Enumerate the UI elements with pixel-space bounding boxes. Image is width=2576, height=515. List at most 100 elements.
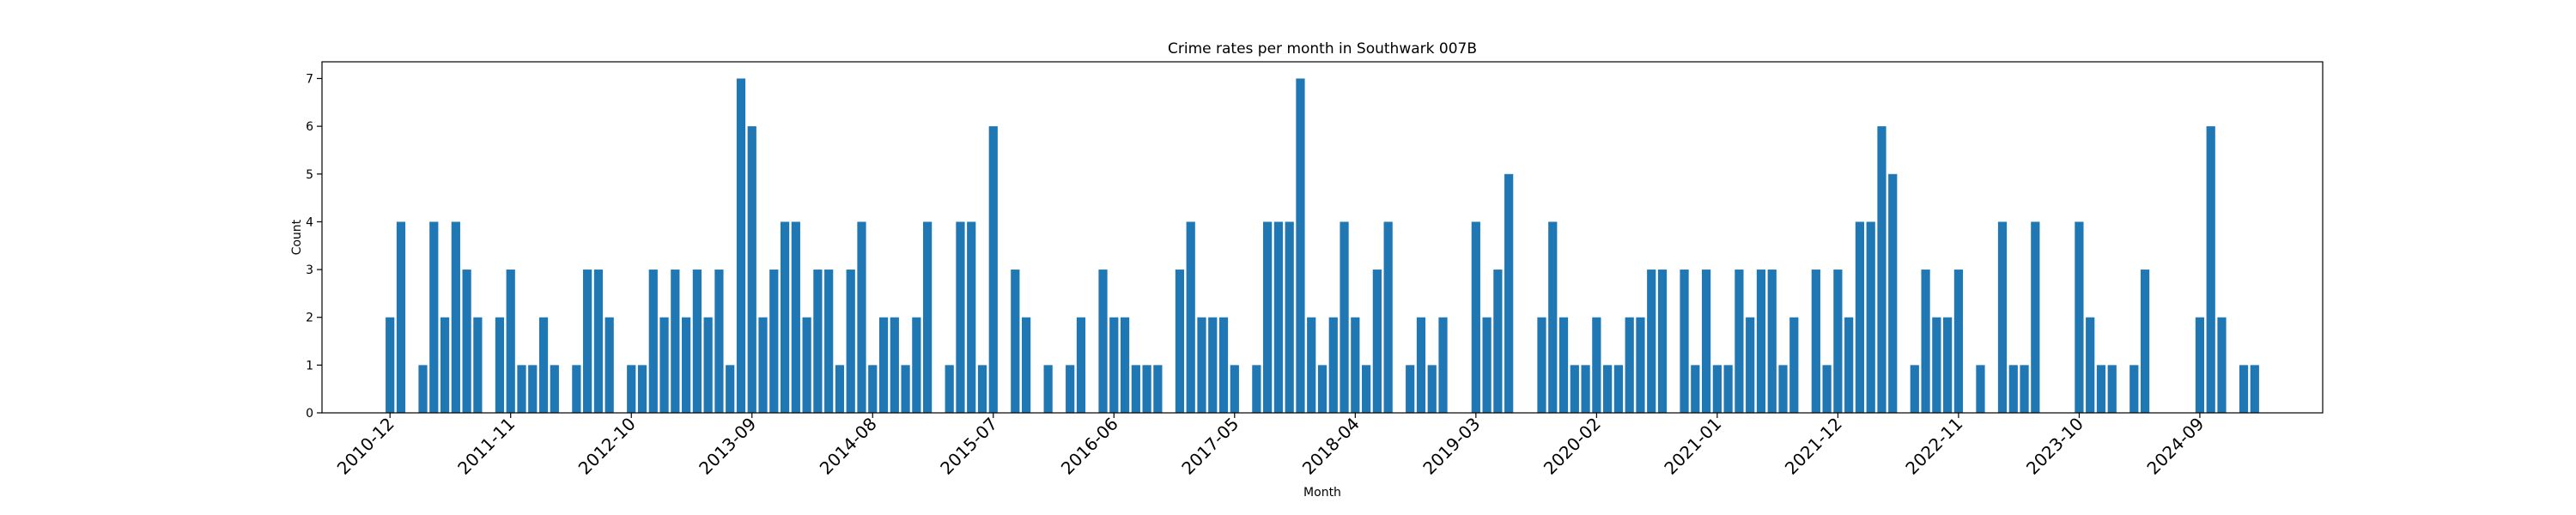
- bar-2011-08: [473, 317, 483, 413]
- bar-2021-07: [1778, 365, 1788, 413]
- bar-2019-04: [1482, 317, 1492, 413]
- bar-2023-03: [1997, 221, 2008, 413]
- chart-title: Crime rates per month in Southwark 007B: [1168, 40, 1477, 58]
- bar-2013-07: [726, 365, 735, 413]
- bar-2014-05: [835, 365, 845, 413]
- x-tick-label: 2014-08: [816, 414, 881, 479]
- bar-2012-11: [637, 365, 647, 413]
- bar-2024-04: [2140, 270, 2150, 413]
- bar-2018-05: [1361, 365, 1371, 413]
- bar-2016-12: [1175, 270, 1185, 413]
- bar-2018-02: [1328, 317, 1338, 413]
- bar-2017-01: [1186, 221, 1195, 413]
- x-tick-label: 2024-09: [2142, 414, 2208, 479]
- bar-2021-10: [1811, 270, 1820, 413]
- bar-2016-10: [1153, 365, 1163, 413]
- bar-2022-04: [1877, 126, 1886, 413]
- bar-2019-12: [1570, 365, 1579, 413]
- bar-2015-06: [977, 365, 987, 413]
- bar-2011-11: [506, 270, 515, 413]
- y-tick-label: 7: [306, 72, 313, 86]
- plot-frame: [321, 61, 2324, 414]
- bar-2016-02: [1066, 365, 1075, 413]
- bar-2022-03: [1866, 221, 1875, 413]
- x-tick-label: 2023-10: [2022, 414, 2087, 479]
- bar-2012-03: [550, 365, 559, 413]
- bar-2013-01: [659, 317, 669, 413]
- bar-2016-08: [1131, 365, 1140, 413]
- bar-2021-02: [1723, 365, 1733, 413]
- bar-2023-06: [2031, 221, 2040, 413]
- bar-2011-06: [451, 221, 460, 413]
- bar-2012-05: [572, 365, 581, 413]
- x-tick-label: 2015-07: [936, 414, 1001, 479]
- bar-2018-11: [1427, 365, 1437, 413]
- bar-2023-11: [2086, 317, 2095, 413]
- bar-2021-11: [1822, 365, 1832, 413]
- bar-2013-02: [671, 270, 680, 413]
- bar-2018-03: [1340, 221, 1349, 413]
- x-tick-label: 2016-06: [1057, 414, 1122, 479]
- bar-2013-10: [758, 317, 768, 413]
- bar-2019-09: [1537, 317, 1546, 413]
- bar-2020-08: [1657, 270, 1668, 413]
- bar-2024-09: [2195, 317, 2205, 413]
- bar-2014-04: [824, 270, 834, 413]
- bar-2016-07: [1120, 317, 1130, 413]
- bar-2017-10: [1285, 221, 1294, 413]
- bar-2012-08: [605, 317, 614, 413]
- bar-2012-12: [648, 270, 658, 413]
- bar-2021-12: [1833, 270, 1843, 413]
- bar-2021-03: [1735, 270, 1744, 413]
- bar-2022-05: [1888, 173, 1898, 413]
- bar-2011-07: [462, 270, 471, 413]
- x-tick-label: 2013-09: [695, 414, 760, 479]
- bar-2013-05: [703, 317, 713, 413]
- x-tick-label: 2011-11: [453, 414, 519, 479]
- bar-2020-07: [1647, 270, 1656, 413]
- bar-2021-01: [1712, 365, 1722, 413]
- bar-2018-04: [1351, 317, 1360, 413]
- bar-2012-01: [528, 365, 538, 413]
- bar-2011-03: [418, 365, 428, 413]
- bar-2011-01: [396, 221, 406, 413]
- bar-2019-05: [1493, 270, 1503, 413]
- bar-2021-05: [1756, 270, 1766, 413]
- bar-2023-12: [2096, 365, 2106, 413]
- bar-2020-12: [1701, 270, 1711, 413]
- bar-2012-02: [538, 317, 549, 413]
- bar-2015-10: [1021, 317, 1031, 413]
- y-tick-label: 6: [306, 120, 313, 134]
- x-tick-label: 2019-03: [1419, 414, 1484, 479]
- bar-2025-02: [2250, 365, 2259, 413]
- bar-2017-02: [1197, 317, 1206, 413]
- bar-2014-10: [890, 317, 899, 413]
- y-tick-label: 5: [306, 168, 313, 182]
- bar-2019-06: [1504, 173, 1514, 413]
- bar-2017-08: [1263, 221, 1273, 413]
- bar-2014-07: [857, 221, 866, 413]
- bar-2012-06: [583, 270, 592, 413]
- bar-2014-08: [868, 365, 878, 413]
- bar-2023-05: [2020, 365, 2029, 413]
- bar-2015-04: [956, 221, 965, 413]
- y-axis: 0 1 2 3 4 5 6 7: [306, 72, 322, 421]
- x-tick-label: 2020-02: [1540, 414, 1605, 479]
- bar-2019-11: [1558, 317, 1569, 413]
- bar-2016-03: [1076, 317, 1086, 413]
- x-tick-label: 2012-10: [574, 414, 640, 479]
- bar-2011-10: [495, 317, 505, 413]
- bar-2020-03: [1603, 365, 1613, 413]
- bar-2014-09: [878, 317, 889, 413]
- bar-2010-12: [386, 317, 395, 413]
- bar-2019-10: [1548, 221, 1558, 413]
- bar-2018-07: [1383, 221, 1393, 413]
- bar-2012-10: [627, 365, 636, 413]
- bar-2020-10: [1680, 270, 1689, 413]
- bar-2021-04: [1746, 317, 1755, 413]
- bar-2016-09: [1142, 365, 1151, 413]
- bar-2020-01: [1581, 365, 1590, 413]
- bar-2024-03: [2129, 365, 2139, 413]
- bar-2024-01: [2107, 365, 2117, 413]
- x-axis: 2010-12 2011-11 2012-10 2013-09 2014-08 2015-…: [333, 413, 2208, 479]
